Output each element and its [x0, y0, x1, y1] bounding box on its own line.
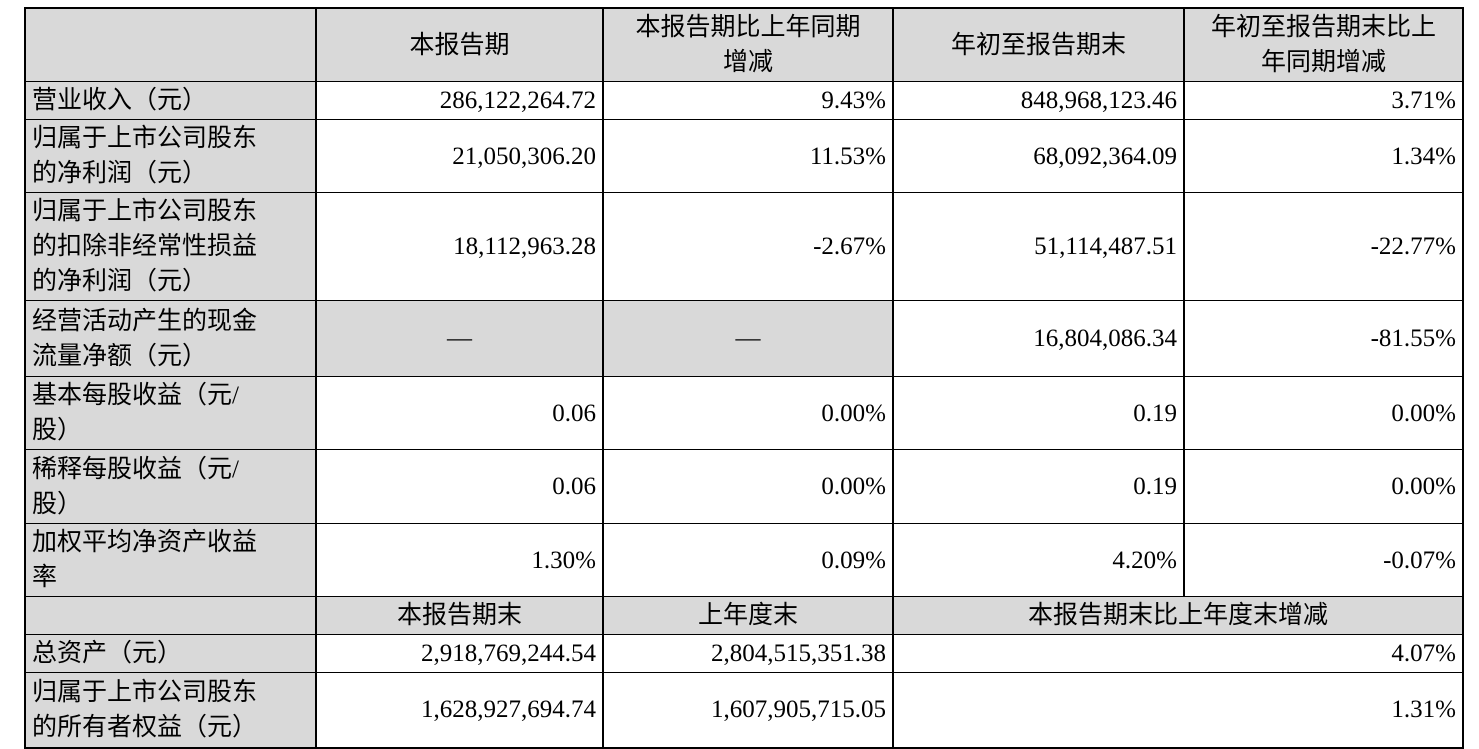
value-cell: -2.67%	[602, 192, 894, 301]
value-cell: 286,122,264.72	[315, 81, 604, 120]
value-cell: 4.07%	[892, 634, 1464, 673]
row-basic-eps: 基本每股收益（元/ 股） 0.06 0.00% 0.19 0.00%	[24, 376, 1464, 450]
value-cell: 0.06	[315, 376, 604, 450]
row-label: 营业收入（元）	[24, 81, 317, 120]
row-label: 加权平均净资产收益 率	[24, 523, 317, 597]
value-cell: 0.19	[892, 376, 1185, 450]
value-cell: 0.09%	[602, 523, 894, 597]
value-cell: 0.00%	[1183, 449, 1464, 524]
value-cell: 1.30%	[315, 523, 604, 597]
value-cell: 68,092,364.09	[892, 119, 1185, 193]
value-cell: 1.34%	[1183, 119, 1464, 193]
row-total-assets: 总资产（元） 2,918,769,244.54 2,804,515,351.38…	[24, 634, 1464, 673]
value-cell: 0.00%	[602, 449, 894, 524]
value-cell: 4.20%	[892, 523, 1185, 597]
row-equity-attributable: 归属于上市公司股东 的所有者权益（元） 1,628,927,694.74 1,6…	[24, 672, 1464, 748]
section2-header-row: 本报告期末 上年度末 本报告期末比上年度末增减	[24, 596, 1464, 635]
row-label: 归属于上市公司股东 的所有者权益（元）	[24, 672, 317, 748]
header-cell-period-vs-prior-year-change: 本报告期末比上年度末增减	[892, 596, 1464, 635]
value-cell: -22.77%	[1183, 192, 1464, 301]
value-cell: 1.31%	[892, 672, 1464, 748]
value-cell: 18,112,963.28	[315, 192, 604, 301]
header-cell-ytd-yoy: 年初至报告期末比上 年同期增减	[1183, 7, 1464, 82]
row-label: 总资产（元）	[24, 634, 317, 673]
value-cell: 21,050,306.20	[315, 119, 604, 193]
header-cell-end-of-prior-year: 上年度末	[602, 596, 894, 635]
row-label: 归属于上市公司股东 的扣除非经常性损益 的净利润（元）	[24, 192, 317, 301]
row-label: 基本每股收益（元/ 股）	[24, 376, 317, 450]
value-cell: 1,628,927,694.74	[315, 672, 604, 748]
value-cell: 2,804,515,351.38	[602, 634, 894, 673]
value-cell: 848,968,123.46	[892, 81, 1185, 120]
value-cell: 0.00%	[602, 376, 894, 450]
value-cell: 0.00%	[1183, 376, 1464, 450]
value-cell: 0.19	[892, 449, 1185, 524]
row-weighted-avg-roe: 加权平均净资产收益 率 1.30% 0.09% 4.20% -0.07%	[24, 523, 1464, 597]
header-cell-current-period: 本报告期	[315, 7, 604, 82]
header-cell-end-of-period: 本报告期末	[315, 596, 604, 635]
header-cell-blank	[24, 7, 317, 82]
row-net-profit-excl-nonrecurring: 归属于上市公司股东 的扣除非经常性损益 的净利润（元） 18,112,963.2…	[24, 192, 1464, 301]
row-net-profit-attributable: 归属于上市公司股东 的净利润（元） 21,050,306.20 11.53% 6…	[24, 119, 1464, 193]
row-operating-cash-flow: 经营活动产生的现金 流量净额（元） — — 16,804,086.34 -81.…	[24, 300, 1464, 377]
header-cell-current-yoy: 本报告期比上年同期 增减	[602, 7, 894, 82]
row-diluted-eps: 稀释每股收益（元/ 股） 0.06 0.00% 0.19 0.00%	[24, 449, 1464, 524]
value-cell: 16,804,086.34	[892, 300, 1185, 377]
value-cell: 51,114,487.51	[892, 192, 1185, 301]
row-label: 归属于上市公司股东 的净利润（元）	[24, 119, 317, 193]
row-label: 经营活动产生的现金 流量净额（元）	[24, 300, 317, 377]
header-cell-blank	[24, 596, 317, 635]
dash-cell: —	[315, 300, 604, 377]
value-cell: 0.06	[315, 449, 604, 524]
value-cell: 9.43%	[602, 81, 894, 120]
row-operating-revenue: 营业收入（元） 286,122,264.72 9.43% 848,968,123…	[24, 81, 1464, 120]
value-cell: 3.71%	[1183, 81, 1464, 120]
value-cell: 2,918,769,244.54	[315, 634, 604, 673]
value-cell: -0.07%	[1183, 523, 1464, 597]
header-cell-ytd: 年初至报告期末	[892, 7, 1185, 82]
dash-cell: —	[602, 300, 894, 377]
table-header-row: 本报告期 本报告期比上年同期 增减 年初至报告期末 年初至报告期末比上 年同期增…	[24, 7, 1464, 82]
value-cell: 11.53%	[602, 119, 894, 193]
value-cell: -81.55%	[1183, 300, 1464, 377]
row-label: 稀释每股收益（元/ 股）	[24, 449, 317, 524]
value-cell: 1,607,905,715.05	[602, 672, 894, 748]
financial-summary-table: 本报告期 本报告期比上年同期 增减 年初至报告期末 年初至报告期末比上 年同期增…	[24, 7, 1464, 749]
